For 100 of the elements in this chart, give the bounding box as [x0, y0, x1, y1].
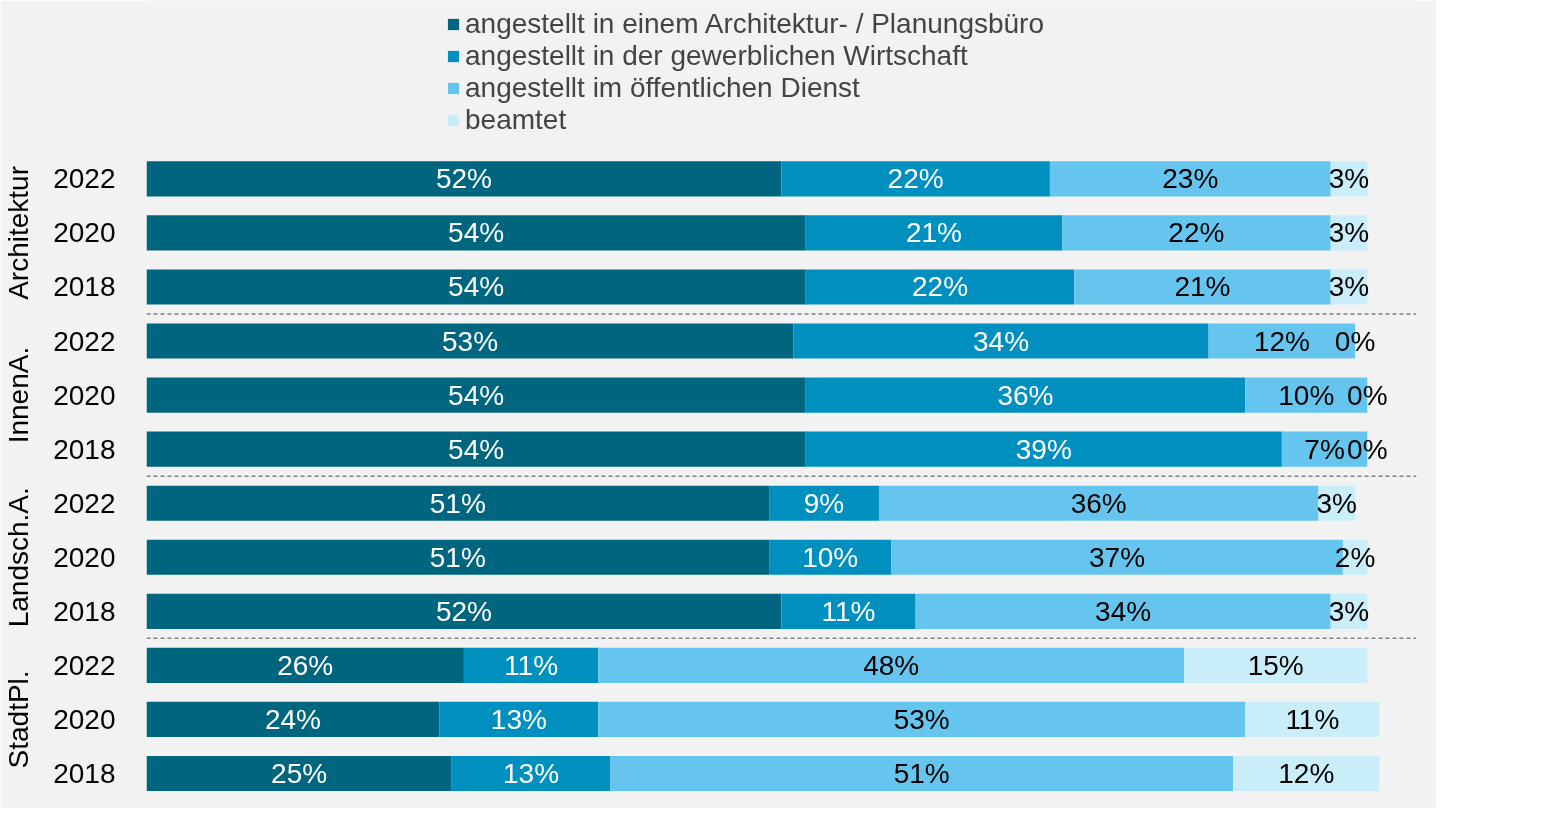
data-label: 13% [490, 703, 547, 735]
y-tick-label: 2018 [53, 595, 116, 627]
data-label: 21% [905, 217, 962, 249]
data-label: 52% [435, 595, 492, 627]
bar [146, 755, 452, 792]
data-label: 48% [863, 649, 920, 681]
data-label: 10% [802, 541, 859, 573]
bar [463, 647, 599, 683]
bar [878, 485, 1319, 521]
data-label: 11% [821, 595, 876, 627]
bar [805, 431, 1282, 467]
text: InnenA. [3, 346, 35, 444]
data-label: 51% [429, 541, 486, 573]
data-label: 22% [912, 271, 969, 303]
bar [146, 269, 806, 305]
bar [781, 161, 1050, 197]
y-tick-label: 2018 [53, 433, 116, 465]
y-tick-label: 2020 [53, 379, 116, 411]
data-label: 34% [1095, 595, 1152, 627]
data-label: 36% [1070, 487, 1127, 519]
bar [805, 377, 1246, 413]
text: Landsch.A. [3, 487, 35, 628]
bar [146, 485, 770, 521]
data-label: 23% [1162, 163, 1219, 195]
data-label: 51% [429, 487, 486, 519]
data-label: 54% [448, 217, 505, 249]
bar [1074, 269, 1331, 305]
bar [146, 215, 806, 251]
bar [451, 755, 611, 792]
data-label: 37% [1089, 541, 1146, 573]
bar [915, 593, 1331, 629]
bar [1062, 215, 1331, 251]
bar [439, 701, 599, 737]
bar [146, 701, 440, 737]
data-label: 11% [1285, 703, 1340, 735]
data-label: 0% [1334, 325, 1376, 357]
data-label: 7% [1304, 433, 1345, 465]
data-label: 24% [264, 703, 322, 735]
bar [146, 431, 806, 467]
data-label: 3% [1328, 163, 1370, 195]
data-label: 3% [1328, 217, 1370, 249]
bar [805, 215, 1063, 251]
bar [1049, 161, 1331, 197]
data-label: 22% [887, 163, 944, 195]
y-tick-label: 2020 [53, 541, 116, 573]
y-tick-label: 2018 [53, 757, 116, 789]
y-tick-label: 2022 [53, 163, 116, 195]
bar [598, 647, 1185, 683]
y-tick-label: 2020 [53, 217, 116, 249]
bar [781, 593, 916, 629]
data-label: 11% [504, 649, 559, 681]
data-label: 26% [277, 649, 334, 681]
legend-label: angestellt in einem Architektur- / Planungsbüro [465, 8, 1044, 40]
data-label: 53% [441, 325, 499, 357]
data-label: 3% [1316, 487, 1358, 519]
text: StadtPl. [3, 670, 35, 769]
bar [146, 323, 794, 359]
data-label: 52% [435, 163, 492, 195]
data-label: 53% [893, 703, 950, 735]
data-label: 12% [1278, 757, 1335, 789]
bar [793, 323, 1209, 359]
data-label: 3% [1328, 271, 1370, 303]
bar [146, 647, 464, 683]
data-label: 54% [448, 271, 505, 303]
data-label: 3% [1328, 595, 1370, 627]
data-label: 34% [973, 325, 1030, 357]
y-tick-label: 2020 [53, 703, 116, 735]
data-label: 25% [271, 757, 328, 789]
legend-label: beamtet [465, 104, 567, 136]
data-label: 13% [503, 757, 560, 789]
data-label: 36% [997, 379, 1054, 411]
data-label: 54% [448, 379, 505, 411]
data-label: 9% [803, 487, 845, 519]
y-tick-label: 2022 [53, 649, 116, 681]
y-tick-label: 2022 [53, 325, 116, 357]
legend-label: angestellt in der gewerblichen Wirtschaft [465, 40, 968, 72]
y-tick-label: 2022 [53, 487, 116, 519]
data-label: 21% [1174, 271, 1231, 303]
bar [598, 701, 1246, 737]
bar [146, 377, 806, 413]
data-label: 39% [1015, 433, 1072, 465]
data-label: 15% [1247, 649, 1304, 681]
legend-label: angestellt im öffentlichen Dienst [465, 72, 860, 104]
bar [610, 755, 1234, 792]
bar [769, 485, 879, 521]
data-label: 54% [448, 433, 505, 465]
data-label: 10% [1278, 379, 1335, 411]
bar [1233, 755, 1380, 792]
data-label: 0% [1347, 433, 1388, 465]
data-label: 12% [1253, 325, 1310, 357]
data-label: 2% [1334, 541, 1376, 573]
bar [1184, 647, 1368, 683]
y-tick-label: 2018 [53, 271, 116, 303]
bar [146, 161, 782, 197]
bar [805, 269, 1075, 305]
bar [146, 593, 782, 629]
text: Architektur [3, 166, 35, 300]
bar [146, 539, 770, 575]
bar [1245, 701, 1380, 737]
data-label: 0% [1347, 379, 1388, 411]
